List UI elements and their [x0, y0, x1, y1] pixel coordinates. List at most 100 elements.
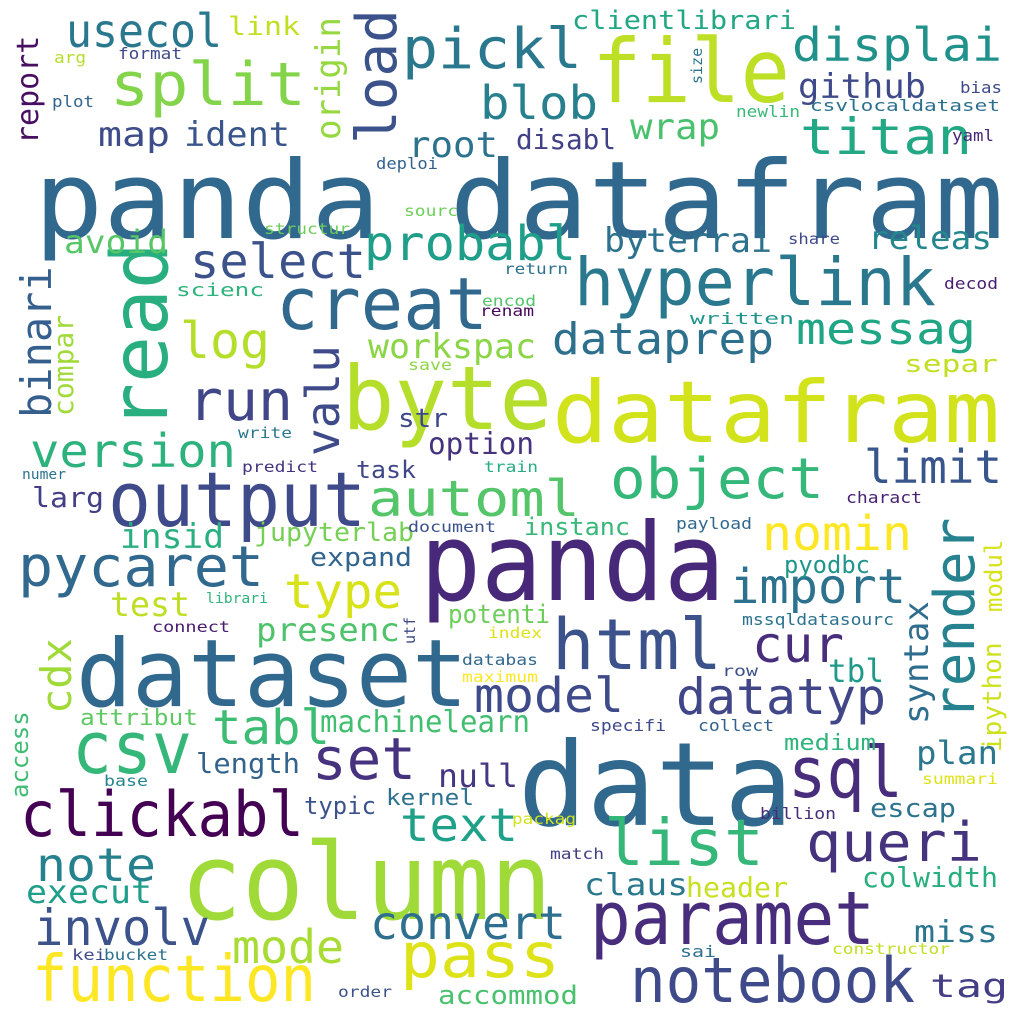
word-function: function	[32, 943, 316, 1017]
word-convert: convert	[370, 896, 567, 950]
word-train: train	[484, 458, 538, 476]
word-packag: packag	[512, 810, 577, 828]
word-nomin: nomin	[762, 506, 913, 562]
word-clickabl: clickabl	[20, 778, 304, 851]
word-base: base	[104, 772, 149, 790]
word-index: index	[488, 624, 542, 642]
word-avoid: avoid	[64, 223, 168, 261]
word-notebook: notebook	[630, 944, 916, 1017]
word-dataset: dataset	[76, 620, 468, 729]
word-select: select	[190, 234, 366, 290]
word-modul: modul	[980, 539, 1008, 612]
word-byterrai: byterrai	[604, 221, 773, 261]
word-machinelearn: machinelearn	[320, 705, 531, 740]
word-displai: displai	[792, 18, 1003, 72]
word-plan: plan	[916, 734, 999, 772]
word-expand: expand	[310, 543, 412, 573]
word-valu: valu	[296, 345, 350, 456]
word-medium: medium	[784, 731, 877, 756]
word-separ: separ	[904, 350, 998, 378]
word-newlin: newlin	[736, 102, 800, 121]
word-link: link	[228, 12, 300, 42]
word-mode: mode	[232, 920, 344, 974]
word-pycaret: pycaret	[18, 535, 264, 600]
word-presenc: presenc	[256, 611, 401, 649]
word-insid: insid	[120, 517, 224, 557]
word-map: map	[98, 115, 170, 155]
word-load: load	[345, 9, 410, 144]
word-tabl: tabl	[212, 700, 330, 756]
word-option: option	[428, 427, 535, 462]
word-structur: structur	[264, 220, 350, 238]
word-kei: kei	[72, 946, 106, 964]
word-connect: connect	[152, 618, 230, 636]
word-deploi: deploi	[376, 154, 438, 173]
word-cdx: cdx	[32, 638, 81, 714]
word-arg: arg	[54, 48, 86, 67]
word-test: test	[110, 585, 190, 625]
word-format: format	[118, 44, 182, 63]
word-write: write	[238, 424, 292, 442]
word-access: access	[6, 711, 34, 798]
word-set: set	[312, 725, 417, 793]
word-length: length	[196, 747, 300, 780]
word-encod: encod	[482, 292, 536, 310]
word-involv: involv	[34, 899, 211, 957]
word-escap: escap	[870, 794, 956, 824]
word-colwidth: colwidth	[862, 861, 999, 894]
word-jupyterlab: jupyterlab	[254, 518, 415, 548]
word-automl: automl	[368, 470, 580, 528]
word-sai: sai	[680, 942, 716, 961]
word-log: log	[180, 312, 270, 370]
word-paramet: paramet	[590, 876, 875, 962]
word-return: return	[504, 260, 569, 278]
word-wrap: wrap	[630, 107, 720, 148]
word-syntax: syntax	[897, 601, 937, 724]
word-accommod: accommod	[438, 981, 578, 1011]
word-instanc: instanc	[524, 513, 631, 541]
word-read: read	[96, 242, 186, 430]
word-text: text	[400, 798, 519, 852]
word-compar: compar	[47, 314, 80, 416]
word-librari: librari	[206, 591, 269, 607]
word-specifi: specifi	[590, 716, 667, 735]
word-str: str	[398, 404, 448, 434]
word-plot: plot	[52, 92, 94, 111]
word-type: type	[284, 564, 402, 620]
word-releas: releas	[868, 219, 992, 257]
word-report: report	[11, 35, 46, 144]
word-panda-datafram: panda datafram	[34, 139, 1005, 264]
word-bucket: bucket	[104, 946, 169, 964]
word-summari: summari	[922, 770, 999, 788]
word-csvlocaldataset: csvlocaldataset	[810, 96, 1001, 115]
word-pyodbc: pyodbc	[784, 551, 871, 579]
word-data: data	[518, 718, 794, 853]
word-sql: sql	[788, 732, 903, 814]
word-attribut: attribut	[80, 706, 198, 731]
word-creat: creat	[276, 262, 489, 346]
word-match: match	[550, 845, 604, 863]
word-html: html	[552, 604, 722, 686]
word-root: root	[408, 125, 498, 166]
word-claus: claus	[584, 868, 689, 903]
word-billion: billion	[760, 804, 837, 823]
word-blob: blob	[480, 76, 599, 130]
word-model: model	[474, 668, 625, 724]
word-output: output	[108, 455, 366, 544]
word-clientlibrari: clientlibrari	[572, 6, 796, 36]
word-potenti: potenti	[448, 600, 550, 630]
word-import: import	[730, 559, 906, 615]
word-size: size	[688, 47, 706, 84]
word-larg: larg	[32, 481, 105, 514]
word-titan: titan	[800, 108, 972, 166]
word-list: list	[604, 807, 764, 881]
word-typic: typic	[304, 792, 376, 820]
word-yaml: yaml	[952, 126, 994, 145]
word-disabl: disabl	[516, 123, 617, 156]
word-pickl: pickl	[402, 17, 583, 82]
word-row: row	[722, 662, 758, 680]
word-messag: messag	[796, 304, 976, 355]
word-limit: limit	[864, 440, 1002, 494]
word-run: run	[188, 369, 294, 434]
